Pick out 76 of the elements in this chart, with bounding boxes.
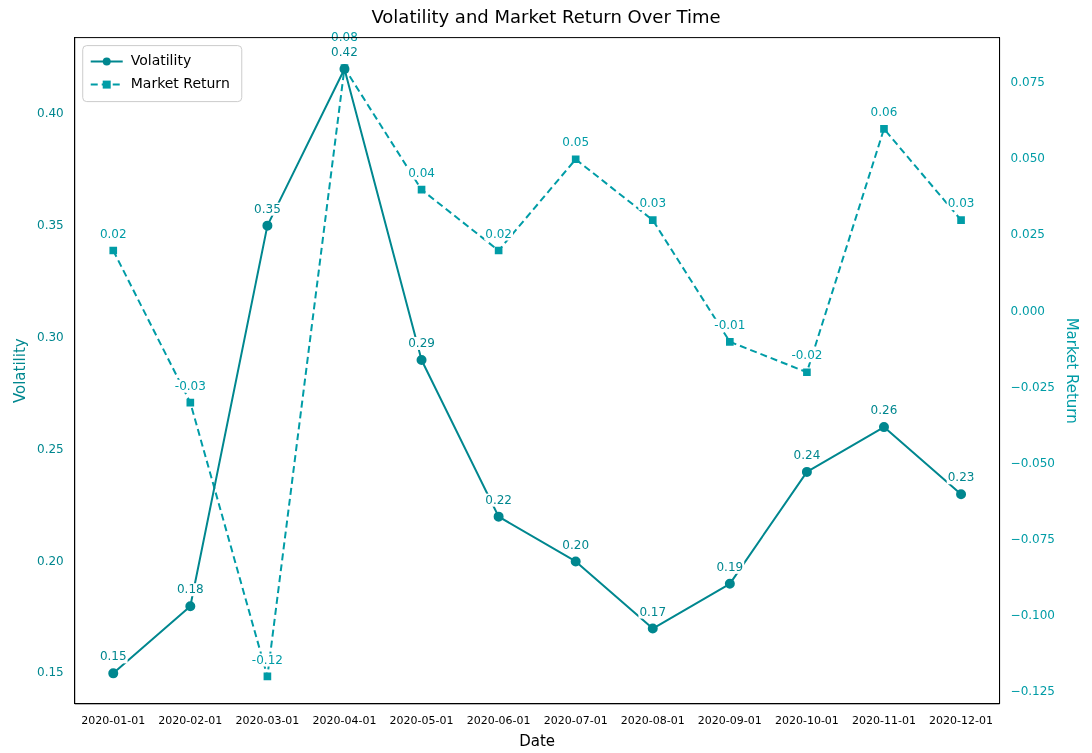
data-label: 0.42 bbox=[331, 45, 358, 60]
data-label: 0.19 bbox=[716, 559, 744, 574]
x-tick-label: 2020-08-01 bbox=[620, 714, 685, 728]
data-label: 0.35 bbox=[254, 201, 281, 216]
data-label: 0.23 bbox=[947, 470, 975, 485]
x-tick-label: 2020-10-01 bbox=[774, 714, 839, 728]
point bbox=[648, 216, 657, 224]
point bbox=[801, 466, 812, 477]
y-tick-label: 0.40 bbox=[37, 105, 64, 120]
point bbox=[108, 668, 119, 679]
y2-tick-label: −0.100 bbox=[1010, 607, 1056, 622]
x-tick-label: 2020-05-01 bbox=[389, 714, 454, 728]
x-tick-label: 2020-01-01 bbox=[81, 714, 146, 728]
data-label: 0.02 bbox=[485, 226, 512, 241]
x-tick-label: 2020-07-01 bbox=[543, 714, 608, 728]
point bbox=[186, 398, 195, 407]
data-label: 0.17 bbox=[639, 604, 667, 619]
data-label: 0.22 bbox=[485, 492, 512, 507]
data-label: 0.06 bbox=[870, 104, 898, 119]
point bbox=[724, 578, 735, 589]
point bbox=[956, 489, 967, 500]
legend-label: Market Return bbox=[130, 75, 230, 92]
y2-tick-label: −0.025 bbox=[1010, 379, 1056, 394]
y2-tick-label: 0.025 bbox=[1010, 227, 1045, 242]
y2-axis-title: Market Return bbox=[1063, 317, 1082, 424]
point bbox=[880, 125, 888, 133]
point bbox=[109, 246, 118, 255]
data-label: 0.15 bbox=[99, 649, 127, 664]
data-label: -0.02 bbox=[791, 348, 823, 363]
point bbox=[878, 422, 889, 433]
y-tick-label: 0.20 bbox=[37, 553, 64, 568]
y-tick-label: 0.35 bbox=[37, 217, 64, 232]
point bbox=[726, 337, 734, 346]
y2-tick-label: 0.075 bbox=[1010, 75, 1045, 90]
x-tick-label: 2020-03-01 bbox=[235, 714, 300, 728]
x-tick-label: 2020-04-01 bbox=[312, 714, 377, 728]
data-label: 0.03 bbox=[947, 196, 975, 211]
data-label: -0.01 bbox=[714, 317, 746, 332]
point bbox=[493, 511, 504, 522]
data-label: 0.02 bbox=[99, 226, 127, 241]
point bbox=[570, 556, 581, 567]
data-label: 0.04 bbox=[408, 165, 435, 180]
x-tick-label: 2020-11-01 bbox=[852, 714, 916, 728]
point bbox=[803, 368, 811, 377]
data-label: 0.24 bbox=[793, 448, 821, 463]
data-label: 0.29 bbox=[408, 336, 435, 351]
x-tick-label: 2020-12-01 bbox=[929, 714, 994, 728]
point bbox=[417, 185, 426, 194]
data-label: -0.03 bbox=[174, 378, 206, 393]
y2-tick-label: −0.050 bbox=[1010, 455, 1056, 470]
y2-tick-label: 0.050 bbox=[1010, 151, 1045, 166]
point bbox=[571, 155, 580, 164]
y2-tick-label: 0.000 bbox=[1010, 303, 1045, 318]
data-label: 0.05 bbox=[562, 135, 590, 150]
point bbox=[647, 623, 658, 634]
x-tick-label: 2020-09-01 bbox=[697, 714, 762, 728]
y2-tick-label: −0.075 bbox=[1010, 531, 1056, 546]
y-tick-label: 0.30 bbox=[37, 329, 64, 344]
y-tick-label: 0.15 bbox=[37, 665, 64, 680]
y-tick-label: 0.25 bbox=[37, 441, 64, 456]
y2-tick-label: −0.125 bbox=[1010, 683, 1056, 698]
point bbox=[416, 354, 427, 365]
data-label: 0.03 bbox=[639, 196, 667, 211]
x-tick-label: 2020-02-01 bbox=[158, 714, 223, 728]
data-label: -0.12 bbox=[251, 652, 283, 667]
point bbox=[185, 601, 196, 612]
point bbox=[957, 216, 965, 224]
point bbox=[262, 220, 273, 231]
x-tick-label: 2020-06-01 bbox=[466, 714, 531, 728]
chart-title: Volatility and Market Return Over Time bbox=[371, 6, 721, 28]
y-axis-title: Volatility bbox=[10, 338, 29, 404]
x-axis-title: Date bbox=[519, 731, 556, 750]
data-label: 0.26 bbox=[870, 403, 898, 418]
data-label: 0.18 bbox=[176, 582, 204, 597]
legend-label: Volatility bbox=[130, 52, 192, 69]
data-label: 0.20 bbox=[562, 537, 590, 552]
